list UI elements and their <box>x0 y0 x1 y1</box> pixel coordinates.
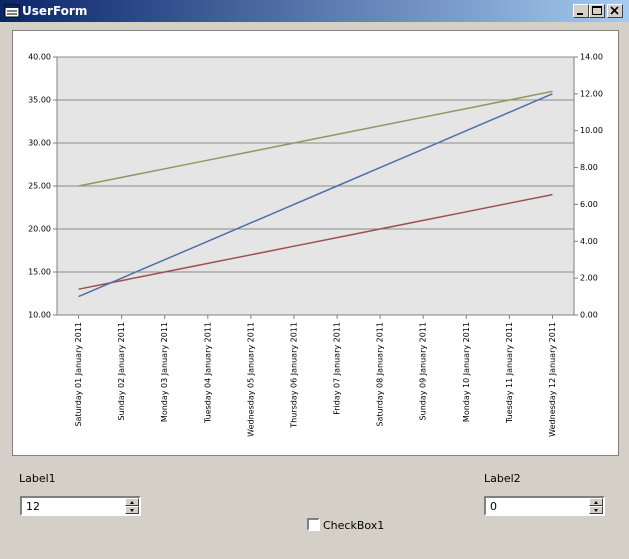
label1: Label1 <box>19 472 56 485</box>
y2-tick-label: 6.00 <box>580 200 598 209</box>
spin-box-2[interactable]: 0 <box>484 496 605 516</box>
x-tick-label: Tuesday 04 January 2011 <box>203 322 212 424</box>
minimize-button[interactable] <box>573 4 589 18</box>
y-tick-label: 20.00 <box>28 225 51 234</box>
y-tick-label: 30.00 <box>28 139 51 148</box>
y-tick-label: 10.00 <box>28 311 51 320</box>
y2-tick-label: 12.00 <box>580 89 603 98</box>
spin-box-1[interactable]: 12 <box>20 496 141 516</box>
y-tick-label: 25.00 <box>28 182 51 191</box>
x-tick-label: Saturday 01 January 2011 <box>74 322 83 427</box>
label2: Label2 <box>484 472 521 485</box>
window-title: UserForm <box>22 4 88 18</box>
x-tick-label: Monday 10 January 2011 <box>462 322 471 422</box>
y2-tick-label: 8.00 <box>580 163 598 172</box>
x-tick-label: Sunday 09 January 2011 <box>419 322 428 420</box>
x-tick-label: Thursday 06 January 2011 <box>289 322 298 429</box>
x-tick-label: Wednesday 05 January 2011 <box>246 322 255 437</box>
y2-tick-label: 10.00 <box>580 126 603 135</box>
spin-down[interactable] <box>589 506 603 514</box>
title-bar: UserForm <box>0 0 629 22</box>
y-tick-label: 40.00 <box>28 53 51 62</box>
window-icon <box>4 4 20 18</box>
checkbox[interactable] <box>307 518 320 531</box>
chart: 10.00 15.00 20.00 25.00 30.00 35.00 40.00 0.00 2… <box>12 30 619 456</box>
spin-down[interactable] <box>125 506 139 514</box>
spin-up[interactable] <box>125 498 139 506</box>
x-tick-label: Saturday 08 January 2011 <box>376 322 385 427</box>
series-line <box>78 93 553 298</box>
y2-tick-label: 14.00 <box>580 53 603 62</box>
checkbox-label[interactable]: CheckBox1 <box>323 519 385 532</box>
x-tick-label: Monday 03 January 2011 <box>160 322 169 422</box>
x-tick-label: Sunday 02 January 2011 <box>117 322 126 420</box>
y2-tick-label: 0.00 <box>580 311 598 320</box>
maximize-button[interactable] <box>589 4 605 18</box>
y-tick-label: 35.00 <box>28 96 51 105</box>
y2-tick-label: 4.00 <box>580 237 598 246</box>
series-line <box>78 90 553 187</box>
x-tick-label: Friday 07 January 2011 <box>333 322 342 415</box>
y2-tick-label: 2.00 <box>580 274 598 283</box>
series-line <box>78 193 553 290</box>
x-tick-label: Tuesday 11 January 2011 <box>505 322 514 424</box>
x-tick-label: Wednesday 12 January 2011 <box>548 322 557 437</box>
spin-value-1: 12 <box>26 500 40 513</box>
spin-up[interactable] <box>589 498 603 506</box>
close-button[interactable] <box>607 4 623 18</box>
y-tick-label: 15.00 <box>28 268 51 277</box>
spin-value-2: 0 <box>490 500 497 513</box>
